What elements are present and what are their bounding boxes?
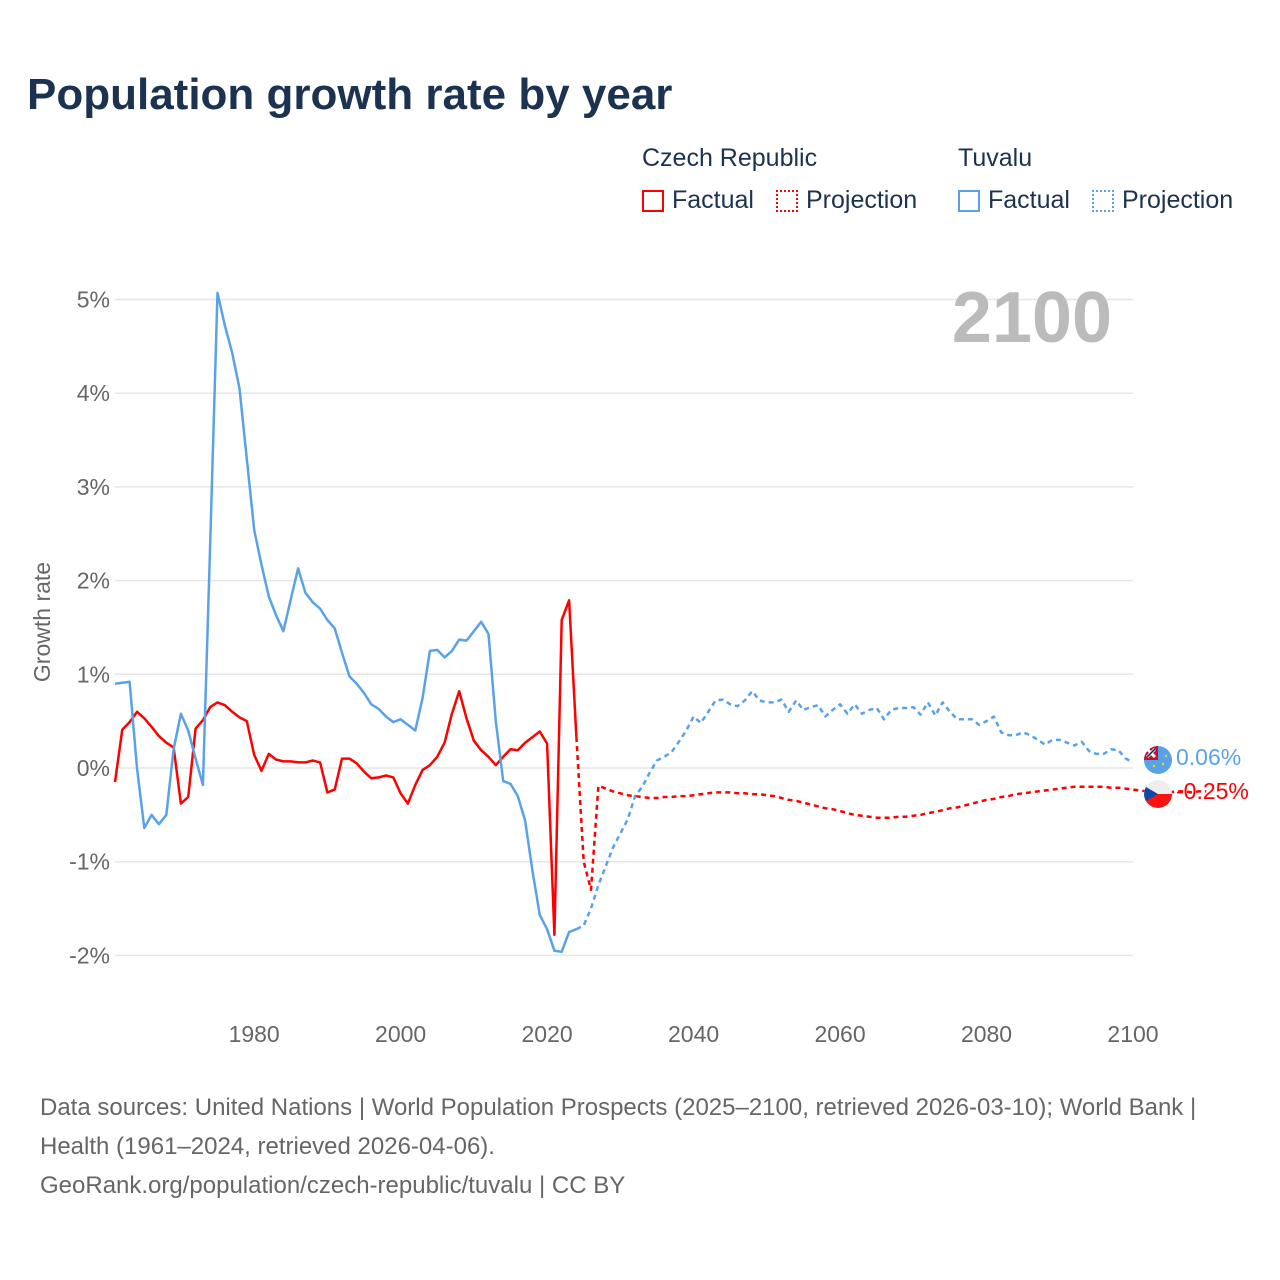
y-tick-label: 4% [77, 380, 110, 406]
series-line-czech-republic-projection [575, 737, 1207, 892]
x-tick-label: 2040 [668, 1021, 719, 1047]
legend-tuvalu-factual[interactable]: Factual [958, 186, 1070, 215]
x-tick-label: 2020 [522, 1021, 573, 1047]
data-sources: Data sources: United Nations | World Pop… [40, 1094, 1197, 1160]
y-tick-label: -2% [69, 942, 110, 968]
x-tick-label: 2060 [814, 1021, 865, 1047]
y-tick-label: 3% [77, 474, 110, 500]
x-tick-label: 2100 [1107, 1021, 1158, 1047]
footer: Data sources: United Nations | World Pop… [40, 1088, 1240, 1205]
legend-group-tuvalu: Tuvalu [958, 144, 1033, 172]
legend-label: Projection [1122, 186, 1234, 214]
series-line-tuvalu-factual [114, 291, 577, 953]
line-chart: -2% -1% 0% 1% 2% 3% 4% 5% 1980 2000 2020 2040 2060 20… [29, 278, 1249, 1047]
credit-link[interactable]: GeoRank.org/population/czech-republic/tu… [40, 1172, 626, 1199]
y-tick-label: 5% [77, 287, 110, 313]
legend-group-czech: Czech Republic [642, 144, 818, 172]
page-title: Population growth rate by year [27, 70, 673, 119]
x-tick-label: 2000 [375, 1021, 426, 1047]
year-watermark: 2100 [952, 278, 1112, 358]
legend-swatch-solid [642, 189, 664, 212]
tuvalu-flag-icon [1144, 746, 1172, 774]
x-tick-label: 1980 [229, 1021, 280, 1047]
legend-swatch-dotted [1092, 189, 1114, 212]
y-axis-label: Growth rate [29, 562, 55, 682]
legend-czech-factual[interactable]: Factual [642, 186, 754, 215]
y-tick-label: 2% [77, 568, 110, 594]
legend-label: Projection [806, 186, 918, 214]
legend-tuvalu-projection[interactable]: Projection [1092, 186, 1233, 215]
y-tick-label: 0% [77, 755, 110, 781]
legend-swatch-dotted [776, 189, 798, 212]
y-tick-label: -1% [69, 849, 110, 875]
legend-label: Factual [672, 186, 754, 214]
x-tick-label: 2080 [961, 1021, 1012, 1047]
tuvalu-end-value: 0.06% [1176, 744, 1241, 770]
series-line-tuvalu-projection [575, 689, 1134, 931]
legend-czech-projection[interactable]: Projection [776, 186, 917, 215]
czech-flag-icon [1144, 780, 1172, 808]
legend-swatch-solid [958, 189, 980, 212]
czech-end-value: -0.25% [1176, 778, 1249, 804]
y-tick-label: 1% [77, 661, 110, 687]
legend-label: Factual [988, 186, 1070, 214]
